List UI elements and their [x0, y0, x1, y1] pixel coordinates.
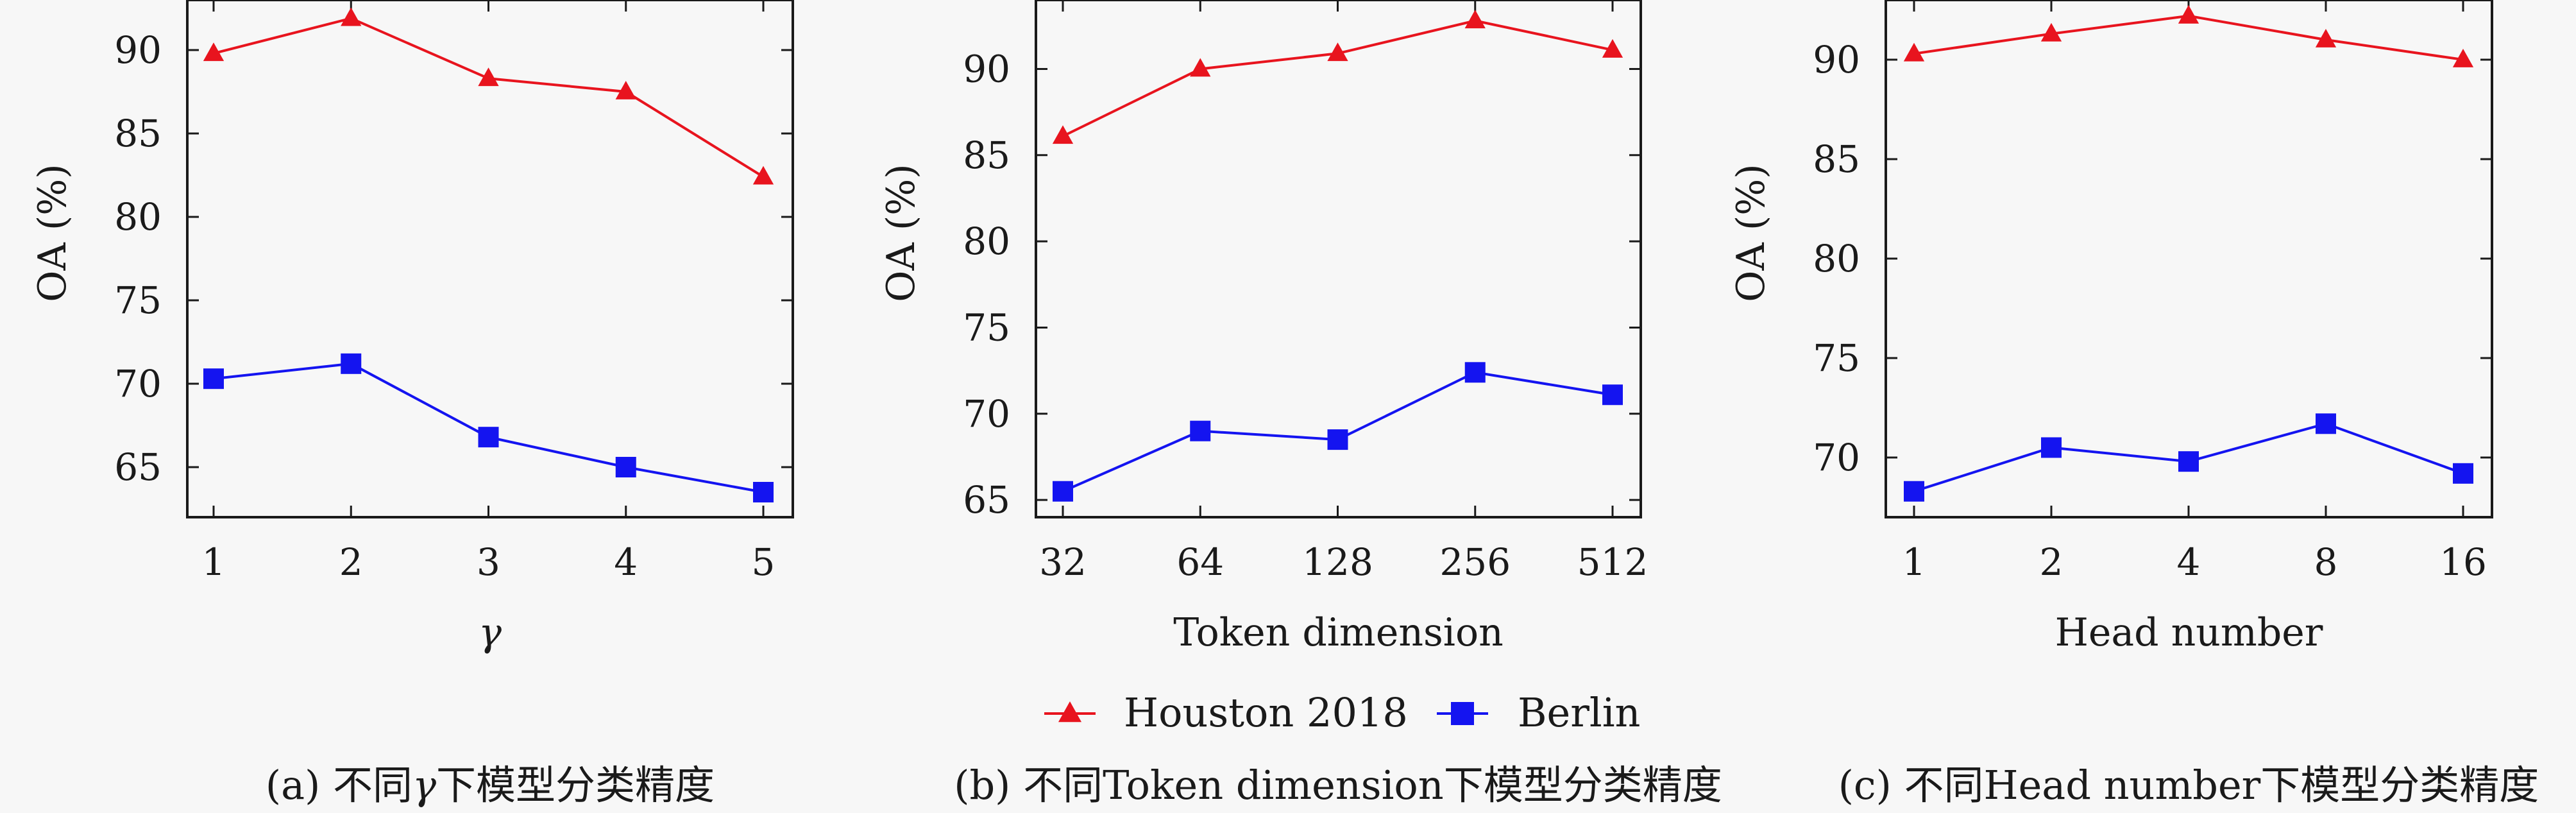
point-berlin — [203, 368, 224, 389]
point-houston — [1052, 125, 1074, 144]
x-tick-label: 3 — [477, 540, 500, 584]
point-berlin — [478, 427, 499, 448]
legend-berlin-label: Berlin — [1518, 689, 1640, 736]
point-houston — [2315, 29, 2337, 47]
point-houston — [341, 7, 362, 26]
x-tick-label: 64 — [1176, 540, 1224, 584]
x-tick-label: 1 — [202, 540, 226, 584]
x-tick-label: 16 — [2439, 540, 2487, 584]
y-tick-label: 70 — [114, 362, 162, 406]
legend: Houston 2018 Berlin — [1044, 689, 1640, 736]
x-axis-label: Head number — [2055, 610, 2323, 655]
series-line-houston — [1062, 19, 1613, 138]
x-tick-label: 128 — [1302, 540, 1373, 584]
x-tick-label: 2 — [339, 540, 363, 584]
x-tick-label: 4 — [614, 540, 638, 584]
y-tick-label: 65 — [114, 445, 162, 489]
y-tick-label: 85 — [1813, 137, 1860, 181]
y-tick-label: 85 — [114, 112, 162, 155]
y-tick-label: 70 — [963, 392, 1010, 436]
y-tick-label: 80 — [1813, 237, 1860, 280]
y-tick-label: 75 — [963, 305, 1010, 349]
point-houston — [1190, 58, 1211, 77]
x-tick-label: 1 — [1902, 540, 1926, 584]
point-berlin — [2453, 463, 2473, 484]
point-berlin — [2178, 451, 2199, 472]
y-tick-label: 80 — [963, 219, 1010, 263]
x-tick-label: 256 — [1439, 540, 1511, 584]
point-houston — [2452, 49, 2474, 67]
point-berlin — [2316, 413, 2336, 434]
y-tick-label: 70 — [1813, 436, 1860, 479]
point-houston — [478, 67, 499, 87]
y-tick-label: 90 — [114, 28, 162, 72]
y-tick-label: 75 — [1813, 336, 1860, 380]
point-houston — [1903, 42, 1925, 62]
series-line-houston — [213, 17, 765, 178]
y-tick-label: 85 — [963, 133, 1010, 177]
point-berlin — [1327, 429, 1348, 450]
y-axis-label: OA (%) — [879, 164, 924, 302]
point-berlin — [615, 457, 636, 477]
y-tick-label: 80 — [114, 195, 162, 239]
y-tick-label: 65 — [963, 478, 1010, 522]
point-berlin — [341, 353, 362, 374]
point-berlin — [1190, 420, 1211, 441]
point-berlin — [1053, 481, 1073, 502]
x-tick-label: 5 — [752, 540, 775, 584]
y-axis-label: OA (%) — [1729, 164, 1774, 302]
x-axis-label: Token dimension — [1173, 610, 1503, 655]
point-houston — [752, 166, 774, 185]
chart-panel-2: 65 70 75 80 85 90 32 64 128 256 512 Token dimension… — [879, 0, 1722, 809]
point-berlin — [753, 482, 774, 502]
point-houston — [615, 81, 636, 99]
point-houston — [1327, 42, 1348, 62]
point-berlin — [2041, 437, 2062, 458]
panel-caption: (a) 不同γ下模型分类精度 — [266, 762, 715, 809]
point-houston — [203, 42, 225, 62]
legend-houston-marker — [1058, 701, 1082, 723]
plot-frame — [1885, 0, 2493, 518]
y-tick-label: 90 — [963, 47, 1010, 90]
point-berlin — [1464, 362, 1486, 383]
x-tick-label: 32 — [1039, 540, 1087, 584]
point-houston — [2040, 22, 2062, 42]
panel-caption: (b) 不同Token dimension下模型分类精度 — [954, 762, 1722, 809]
x-tick-label: 2 — [2040, 540, 2063, 584]
x-axis-label: γ — [479, 610, 502, 655]
panel-caption: (c) 不同Head number下模型分类精度 — [1838, 762, 2539, 809]
chart-panel-3: 70 75 80 85 90 1 2 4 8 16 Head number OA (%) (c) 不同H… — [1729, 0, 2539, 809]
y-tick-label: 90 — [1813, 38, 1860, 81]
legend-berlin-marker — [1451, 702, 1474, 725]
legend-houston-label: Houston 2018 — [1124, 689, 1408, 736]
point-berlin — [1904, 481, 1924, 502]
plot-frame — [186, 0, 794, 518]
y-tick-label: 75 — [114, 278, 162, 322]
x-tick-label: 512 — [1577, 540, 1648, 584]
x-tick-label: 4 — [2177, 540, 2201, 584]
point-houston — [1464, 10, 1486, 29]
point-houston — [2178, 4, 2199, 24]
y-axis-label: OA (%) — [30, 164, 75, 302]
point-berlin — [1602, 384, 1623, 406]
x-tick-label: 8 — [2314, 540, 2338, 584]
point-houston — [1602, 39, 1623, 58]
chart-panel-1: 65 70 75 80 85 90 1 2 3 4 5 γ OA (%) (a) 不同γ下模型分类精度 — [30, 0, 794, 809]
